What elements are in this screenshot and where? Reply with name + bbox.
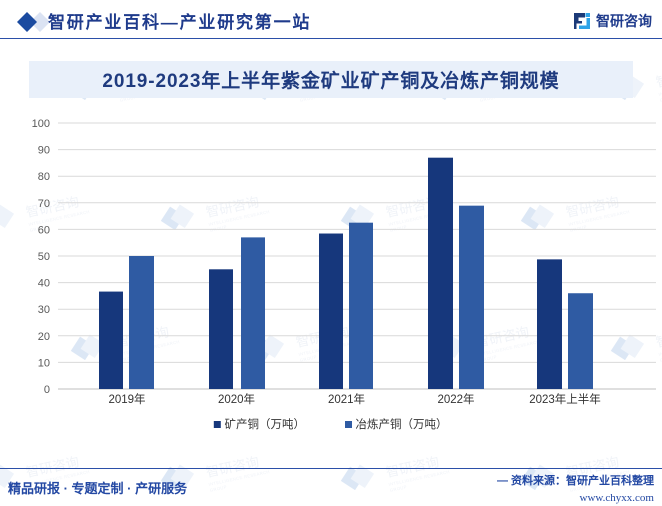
svg-text:0: 0 [44,384,50,396]
svg-text:20: 20 [38,331,50,343]
svg-text:30: 30 [38,304,50,316]
svg-text:2023年上半年: 2023年上半年 [529,392,601,406]
svg-text:60: 60 [38,224,50,236]
svg-text:矿产铜（万吨）: 矿产铜（万吨） [225,417,306,431]
svg-text:70: 70 [38,198,50,210]
svg-text:100: 100 [32,118,50,130]
svg-text:2020年: 2020年 [218,392,255,406]
svg-text:50: 50 [38,251,50,263]
svg-text:2019年: 2019年 [108,392,145,406]
svg-text:80: 80 [38,171,50,183]
svg-text:2022年: 2022年 [437,392,474,406]
svg-text:2021年: 2021年 [328,392,365,406]
svg-text:40: 40 [38,278,50,290]
svg-text:冶炼产铜（万吨）: 冶炼产铜（万吨） [356,417,448,431]
svg-text:10: 10 [38,357,50,369]
svg-text:90: 90 [38,145,50,157]
